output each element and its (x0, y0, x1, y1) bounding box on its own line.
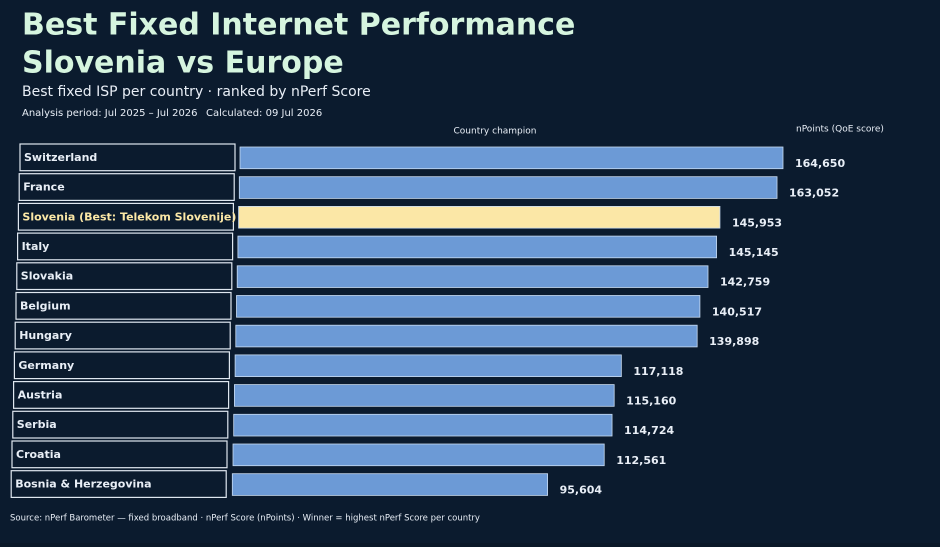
value-label: 145,953 (732, 216, 782, 229)
value-label: 163,052 (789, 187, 839, 200)
subtitle: Best fixed ISP per country · ranked by n… (22, 84, 371, 100)
category-label: Austria (18, 388, 63, 401)
category-label: Bosnia & Herzegovina (15, 478, 151, 491)
value-label: 117,118 (633, 365, 683, 378)
bar (233, 384, 615, 407)
column-header: Country champion (454, 127, 537, 137)
bar (237, 235, 717, 259)
value-label: 114,724 (624, 424, 674, 437)
bar (233, 413, 613, 437)
chart-title: Slovenia vs Europe (22, 46, 344, 81)
value-label: 164,650 (795, 157, 845, 170)
chart-title: Best Fixed Internet Performance (22, 8, 575, 43)
category-label: Serbia (17, 418, 57, 431)
value-label: 140,517 (712, 305, 762, 318)
category-label: Croatia (16, 448, 61, 461)
category-label: Germany (18, 359, 74, 372)
category-label: Belgium (20, 299, 71, 312)
bar (239, 146, 784, 170)
calculated: Calculated: 09 Jul 2026 (206, 108, 322, 119)
column-header: nPoints (QoE score) (796, 125, 884, 135)
bar (231, 473, 548, 496)
analysis-period: Analysis period: Jul 2025 – Jul 2026 (22, 108, 198, 119)
label-box (13, 381, 230, 409)
label-box (14, 321, 231, 350)
category-label: Hungary (19, 329, 72, 342)
label-box (18, 173, 235, 201)
label-box (19, 143, 236, 172)
bar (235, 324, 698, 348)
value-label: 145,145 (729, 246, 779, 259)
value-label: 139,898 (709, 335, 759, 348)
value-label: 142,759 (720, 276, 770, 289)
bar (236, 295, 701, 318)
bar (238, 205, 721, 229)
label-box (15, 291, 232, 320)
bar (232, 443, 605, 467)
category-label: France (23, 181, 64, 194)
category-label: Switzerland (24, 151, 97, 164)
source: Source: nPerf Barometer — fixed broadban… (10, 514, 480, 524)
category-label: Slovakia (21, 270, 73, 283)
category-label: Italy (22, 240, 50, 253)
bar (236, 265, 709, 288)
label-box (11, 440, 228, 469)
label-box (12, 410, 229, 439)
label-box (16, 262, 233, 291)
label-box (17, 232, 234, 261)
value-label: 115,160 (626, 394, 676, 407)
value-label: 112,561 (616, 454, 666, 467)
bar (234, 354, 622, 377)
label-box (17, 202, 234, 231)
label-box (10, 470, 227, 499)
bar (238, 176, 778, 199)
category-label: Slovenia (Best: Telekom Slovenije) (22, 210, 236, 223)
label-box (13, 351, 230, 380)
value-label: 95,604 (560, 484, 603, 497)
